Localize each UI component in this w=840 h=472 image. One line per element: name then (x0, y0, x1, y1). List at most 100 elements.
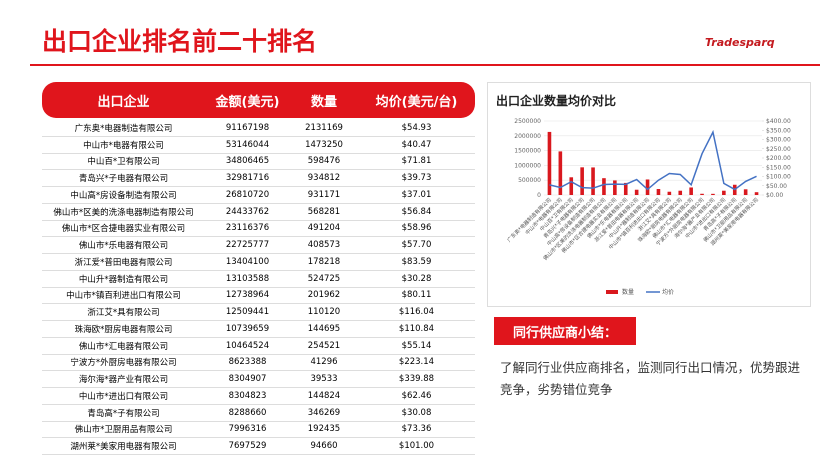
table-cell: $62.46 (401, 390, 432, 401)
table-cell: 宁波方*外厨房电器有限公司 (70, 358, 177, 369)
y2-tick-label: $150.00 (766, 164, 791, 171)
table-cell: 8304907 (228, 374, 267, 385)
table-cell: 青岛兴*子电器有限公司 (78, 174, 169, 185)
table-cell: 7697529 (228, 441, 267, 452)
table-cell: 佛山市*区合捷电器实业有限公司 (61, 224, 186, 235)
table-cell: 中山百*卫有限公司 (87, 157, 160, 168)
bar (656, 189, 661, 195)
table-cell: 12738964 (225, 290, 270, 301)
table-cell: $73.36 (401, 424, 432, 435)
table-cell: 346269 (307, 407, 341, 418)
y-tick-label: 1000000 (514, 162, 541, 169)
table-cell: $101.00 (398, 441, 435, 452)
table-cell: 中山高*房设备制造有限公司 (70, 190, 177, 201)
chart: 出口企业数量均价对比 0 500000 1000000 1500000 2000000 25… (496, 93, 791, 296)
line (549, 129, 757, 191)
column-header: 数量 (310, 94, 337, 110)
bar (634, 189, 639, 195)
table-row: 广东奥*电器制造有限公司 91167198 2131169 $54.93 (42, 120, 475, 137)
table-row: 佛山市*乐电器有限公司 22725777 408573 $57.70 (42, 237, 475, 254)
table-row: 青岛兴*子电器有限公司 32981716 934812 $39.73 (42, 170, 475, 187)
table-cell: 178218 (307, 256, 341, 267)
table-cell: 91167198 (225, 122, 270, 133)
table-cell: 144824 (307, 390, 341, 401)
table-cell: 8288660 (228, 407, 267, 418)
table-cell: 中山市*电器有限公司 (83, 140, 164, 151)
table-row: 中山百*卫有限公司 34806465 598476 $71.81 (42, 154, 475, 171)
y2-tick-label: $250.00 (766, 146, 791, 153)
table-cell: 2131169 (305, 122, 343, 133)
table-cell: 524725 (307, 273, 341, 284)
table-cell: 491204 (307, 223, 341, 234)
bar (547, 131, 552, 195)
legend-swatch (606, 290, 618, 294)
bar (722, 190, 726, 195)
y-tick-label: 2500000 (514, 118, 541, 125)
table-cell: $55.14 (401, 340, 432, 351)
table-cell: 934812 (307, 173, 341, 184)
table-cell: 32981716 (225, 173, 270, 184)
table-cell: 53146044 (225, 139, 270, 150)
bar (645, 179, 650, 195)
table-cell: 26810720 (225, 189, 270, 200)
column-header: 出口企业 (97, 94, 150, 110)
table-cell: 12509441 (225, 307, 270, 318)
table-cell: 浙江艾*具有限公司 (87, 308, 160, 319)
table-cell: $83.59 (401, 256, 432, 267)
legend-label: 数量 (622, 288, 634, 296)
table-cell: 201962 (307, 290, 341, 301)
table-row: 浙江艾*具有限公司 12509441 110120 $116.04 (42, 304, 475, 321)
bar (569, 177, 574, 195)
bar (743, 189, 748, 195)
table-cell: $116.04 (398, 307, 435, 318)
bar (558, 151, 563, 195)
bar (689, 187, 693, 195)
table-cell: $37.01 (401, 189, 432, 200)
table-cell: $30.28 (401, 273, 432, 284)
table-cell: 青岛高*子有限公司 (87, 408, 160, 419)
summary-text: 了解同行业供应商排名，监测同行出口情况，优势跟进竞争，劣势错位竞争 (500, 360, 801, 397)
table-row: 中山市*电器有限公司 53146044 1473250 $40.47 (42, 137, 475, 154)
table-header: 出口企业 金额(美元) 数量 均价(美元/台) (42, 82, 475, 118)
y2-tick-label: $0.00 (766, 192, 783, 199)
table-row: 宁波方*外厨房电器有限公司 8623388 41296 $223.14 (42, 355, 475, 372)
table-cell: 佛山市*区美的洗涤电器制造有限公司 (53, 207, 194, 218)
table-cell: 41296 (310, 357, 338, 368)
table-cell: 8304823 (228, 390, 267, 401)
table-row: 中山高*房设备制造有限公司 26810720 931171 $37.01 (42, 187, 475, 204)
table-cell: $110.84 (398, 323, 435, 334)
y-tick-label: 0 (537, 192, 541, 199)
table-cell: 598476 (307, 156, 341, 167)
table-cell: 23116376 (225, 223, 270, 234)
bar (700, 193, 704, 195)
table-cell: 佛山市*汇电器有限公司 (78, 341, 169, 352)
logo: Tradesparq (705, 36, 775, 49)
table-cell: 192435 (307, 424, 341, 435)
table-cell: 浙江爱*普田电器有限公司 (74, 257, 173, 268)
table-cell: 佛山市*乐电器有限公司 (78, 241, 169, 252)
chart-title: 出口企业数量均价对比 (496, 93, 616, 108)
table-row: 佛山市*区美的洗涤电器制造有限公司 24433762 568281 $56.84 (42, 204, 475, 221)
table-cell: 24433762 (225, 206, 270, 217)
bar (711, 193, 715, 195)
table-row: 佛山市*区合捷电器实业有限公司 23116376 491204 $58.96 (42, 221, 475, 238)
y-tick-label: 500000 (518, 177, 541, 184)
table-cell: 94660 (310, 441, 338, 452)
table-row: 湖州莱*美家用电器有限公司 7697529 94660 $101.00 (42, 438, 475, 455)
y2-tick-label: $100.00 (766, 174, 791, 181)
table-cell: 1473250 (305, 139, 343, 150)
y-tick-label: 2000000 (514, 133, 541, 140)
table-row: 中山升*器制造有限公司 13103588 524725 $30.28 (42, 271, 475, 288)
table-cell: 10464524 (225, 340, 270, 351)
table-cell: 568281 (307, 206, 341, 217)
bar (678, 190, 683, 195)
table-body: 广东奥*电器制造有限公司 91167198 2131169 $54.93 中山市*电器有… (42, 120, 475, 455)
table-cell: $54.93 (401, 122, 432, 133)
table-cell: 佛山市*卫厨用品有限公司 (74, 425, 173, 436)
table-cell: 广东奥*电器制造有限公司 (74, 123, 173, 134)
bar (602, 178, 606, 195)
page-title: 出口企业排名前二十排名 (42, 27, 318, 56)
bar (580, 167, 584, 195)
table-cell: 34806465 (225, 156, 270, 167)
